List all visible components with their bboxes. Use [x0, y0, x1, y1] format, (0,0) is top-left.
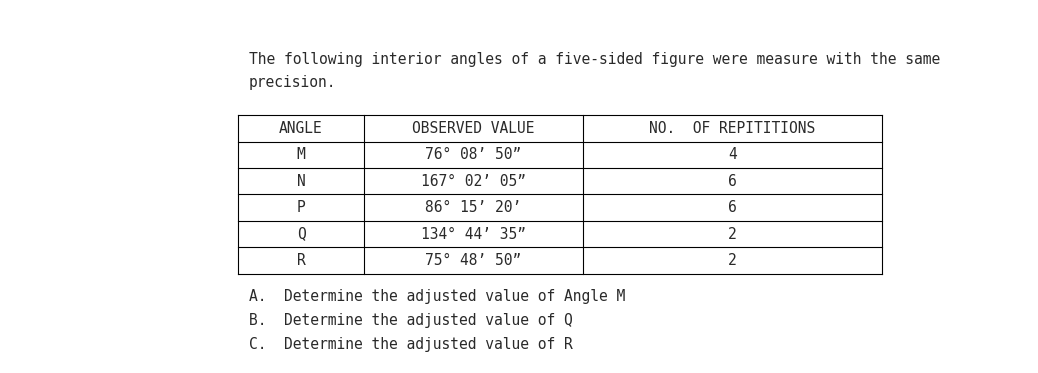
Text: 2: 2 — [728, 253, 737, 268]
Text: 76° 08’ 50”: 76° 08’ 50” — [426, 147, 521, 162]
Text: ANGLE: ANGLE — [279, 121, 323, 136]
Text: 134° 44’ 35”: 134° 44’ 35” — [420, 226, 526, 242]
Text: 2: 2 — [728, 226, 737, 242]
Text: Q: Q — [297, 226, 305, 242]
Text: C.  Determine the adjusted value of R: C. Determine the adjusted value of R — [249, 336, 573, 352]
Text: NO.  OF REPITITIONS: NO. OF REPITITIONS — [649, 121, 816, 136]
Text: M: M — [297, 147, 305, 162]
Text: B.  Determine the adjusted value of Q: B. Determine the adjusted value of Q — [249, 313, 573, 328]
Text: R: R — [297, 253, 305, 268]
Text: precision.: precision. — [249, 75, 336, 90]
Text: 6: 6 — [728, 200, 737, 215]
Text: 86° 15’ 20’: 86° 15’ 20’ — [426, 200, 521, 215]
Text: The following interior angles of a five-sided figure were measure with the same: The following interior angles of a five-… — [249, 52, 940, 67]
Text: P: P — [297, 200, 305, 215]
Text: 6: 6 — [728, 174, 737, 189]
Text: A.  Determine the adjusted value of Angle M: A. Determine the adjusted value of Angle… — [249, 289, 625, 304]
Text: 75° 48’ 50”: 75° 48’ 50” — [426, 253, 521, 268]
Text: 4: 4 — [728, 147, 737, 162]
Text: N: N — [297, 174, 305, 189]
Text: OBSERVED VALUE: OBSERVED VALUE — [412, 121, 535, 136]
Text: 167° 02’ 05”: 167° 02’ 05” — [420, 174, 526, 189]
